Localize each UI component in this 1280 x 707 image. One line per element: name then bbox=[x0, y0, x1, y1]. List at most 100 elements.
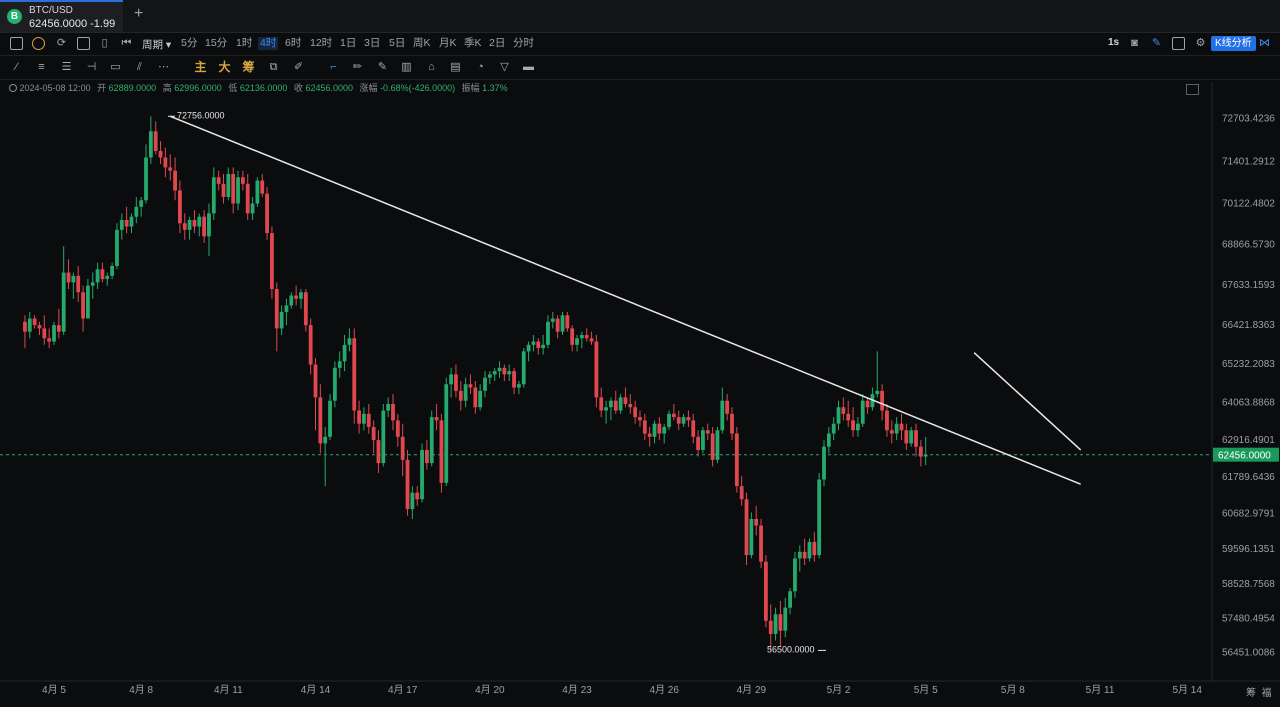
timeframe-2[interactable]: 1时 bbox=[236, 37, 253, 49]
fortune-bottom-icon[interactable]: 福 bbox=[1261, 688, 1272, 699]
trendline-tool-icon[interactable]: ⁄ bbox=[15, 61, 18, 73]
y-tick-label: 70122.4802 bbox=[1222, 198, 1275, 209]
candle-body bbox=[691, 420, 696, 437]
candle-body bbox=[899, 423, 904, 431]
brush-icon[interactable]: ✏ bbox=[352, 61, 363, 73]
filter-icon[interactable]: ▽ bbox=[500, 61, 509, 73]
candle-body bbox=[865, 400, 870, 408]
candle-body bbox=[284, 305, 289, 312]
timeframe-5[interactable]: 12时 bbox=[310, 37, 333, 49]
x-tick-label: 4月 26 bbox=[649, 684, 679, 696]
candle-body bbox=[497, 367, 502, 372]
kline-analysis-button[interactable]: K线分析 bbox=[1211, 36, 1256, 51]
candle-body bbox=[744, 499, 749, 556]
candle-body bbox=[187, 219, 192, 230]
interval-1s-button[interactable]: 1s bbox=[1108, 37, 1120, 48]
more-tools-icon[interactable]: ⋯ bbox=[158, 61, 169, 73]
candle-body bbox=[579, 334, 584, 339]
chips-bottom-icon[interactable]: 筹 bbox=[1246, 688, 1256, 699]
amplitude-label: 振幅 bbox=[461, 83, 480, 93]
candle-body bbox=[352, 338, 357, 411]
timeframe-3[interactable]: 4时 bbox=[258, 37, 279, 50]
timeframe-11[interactable]: 季K bbox=[464, 37, 482, 49]
trash-icon[interactable]: ▬ bbox=[523, 61, 534, 73]
candle-body bbox=[337, 361, 342, 368]
low-value: 62136.0000 bbox=[239, 83, 288, 93]
tab-change: -1.99 bbox=[90, 18, 116, 30]
candle-body bbox=[885, 410, 889, 431]
candle-body bbox=[23, 321, 27, 332]
add-tab-button[interactable]: + bbox=[134, 5, 144, 22]
candle-body bbox=[47, 338, 52, 342]
candle-body bbox=[836, 407, 841, 424]
candle-body bbox=[148, 131, 153, 158]
low-label: 低 bbox=[228, 83, 238, 93]
period-label: 周期 bbox=[142, 39, 163, 51]
note-icon[interactable]: ▤ bbox=[450, 61, 461, 73]
candle-body bbox=[478, 390, 483, 408]
pen-icon[interactable]: ✎ bbox=[1151, 37, 1162, 49]
indicator-icon[interactable]: ⧉ bbox=[269, 61, 278, 73]
horizontal-ray-icon[interactable]: ⊣ bbox=[86, 61, 97, 73]
timeframe-7[interactable]: 3日 bbox=[364, 37, 381, 49]
timeframe-0[interactable]: 5分 bbox=[181, 37, 198, 49]
timeframe-6[interactable]: 1日 bbox=[340, 37, 357, 49]
replay-icon[interactable]: ⏮ bbox=[121, 37, 132, 49]
candle-body bbox=[822, 446, 826, 480]
drawing-toolbar: ⁄ ≡ ☰ ⊣ ▭ ⫽ ⋯ 主 大 筹 ⧉ ✐ ⌐ ✏ ✎ ▥ ⌂ ▤ ◔ ▽ … bbox=[0, 56, 1280, 80]
timeframe-4[interactable]: 6时 bbox=[285, 37, 302, 49]
horizontal-lines-icon[interactable]: ≡ bbox=[38, 61, 45, 73]
candle-body bbox=[492, 371, 497, 375]
candle-body bbox=[880, 390, 885, 411]
expand-icon[interactable] bbox=[1186, 84, 1199, 95]
ruler-icon[interactable]: ✐ bbox=[293, 61, 304, 73]
bitcoin-icon: B bbox=[7, 9, 22, 24]
calendar-icon[interactable] bbox=[77, 37, 90, 50]
share-icon[interactable]: ⋈ bbox=[1259, 37, 1270, 49]
symbol-tab[interactable]: B BTC/USD 62456.0000 -1.99 bbox=[0, 0, 123, 32]
candle-body bbox=[797, 551, 802, 559]
period-dropdown[interactable]: 周期 ▾ bbox=[142, 39, 172, 51]
clock-icon[interactable] bbox=[32, 37, 45, 50]
candle-body bbox=[681, 417, 686, 424]
parallel-lines-icon[interactable]: ☰ bbox=[61, 61, 72, 73]
candle-body bbox=[739, 486, 744, 500]
camera-icon[interactable]: ◙ bbox=[1131, 37, 1138, 49]
timeframe-10[interactable]: 月K bbox=[439, 37, 457, 49]
timeframe-12[interactable]: 2日 bbox=[489, 37, 506, 49]
channel-tool-icon[interactable]: ⫽ bbox=[137, 61, 142, 73]
candle-body bbox=[633, 407, 638, 418]
visibility-icon[interactable] bbox=[9, 84, 17, 92]
refresh-icon[interactable]: ⟳ bbox=[56, 37, 67, 49]
candle-body bbox=[420, 449, 424, 500]
bar-date: 2024-05-08 12:00 bbox=[19, 83, 91, 93]
candle-body bbox=[265, 193, 269, 234]
candle-body bbox=[778, 614, 783, 631]
large-order-button[interactable]: 大 bbox=[218, 60, 231, 74]
rectangle-tool-icon[interactable]: ▭ bbox=[110, 61, 121, 73]
highlighter-icon[interactable]: ✎ bbox=[377, 61, 388, 73]
timeframe-13[interactable]: 分时 bbox=[513, 37, 534, 49]
eye-icon[interactable]: ◔ bbox=[477, 61, 484, 73]
candle-body bbox=[328, 400, 332, 437]
candle-body bbox=[260, 180, 265, 194]
layout-icon[interactable] bbox=[10, 37, 23, 50]
magnet-icon[interactable]: ⌐ bbox=[330, 61, 337, 73]
candle-body bbox=[550, 318, 555, 322]
chips-button[interactable]: 筹 bbox=[242, 60, 255, 74]
candle-body bbox=[110, 265, 115, 276]
timeframe-1[interactable]: 15分 bbox=[205, 37, 228, 49]
lock-icon[interactable]: ⌂ bbox=[428, 61, 435, 73]
timeframe-8[interactable]: 5日 bbox=[389, 37, 406, 49]
fullscreen-icon[interactable] bbox=[1172, 37, 1185, 50]
candle-body bbox=[546, 321, 550, 345]
timeframe-9[interactable]: 周K bbox=[413, 37, 431, 49]
low-annotation: 56500.0000 bbox=[767, 644, 815, 654]
x-tick-label: 4月 23 bbox=[562, 684, 592, 696]
tab-price-line: 62456.0000 -1.99 bbox=[29, 18, 115, 30]
gear-icon[interactable]: ⚙ bbox=[1195, 37, 1206, 49]
main-force-button[interactable]: 主 bbox=[194, 60, 207, 74]
compare-icon[interactable]: ▯ bbox=[101, 37, 108, 49]
pattern-icon[interactable]: ▥ bbox=[401, 61, 412, 73]
